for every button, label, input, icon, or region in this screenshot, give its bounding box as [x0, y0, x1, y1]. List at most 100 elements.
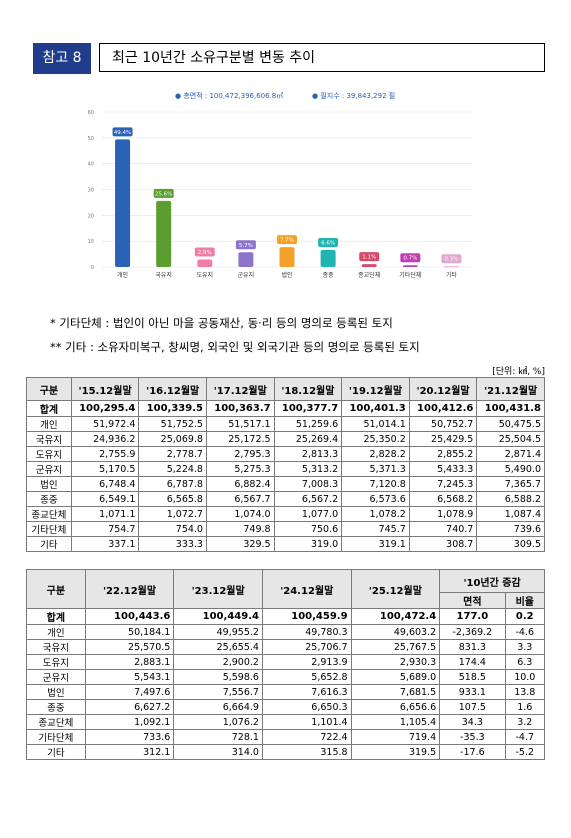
- table-row: 종교단체 1,092.1 1,076.2 1,101.4 1,105.4 34.3 3.2: [26, 714, 546, 730]
- ownership-table-2015-2021: 구분 '15.12월말 '16.12월말 '17.12월말 '18.12월말 '19.12…: [26, 377, 545, 552]
- cell-value: 7,008.3: [273, 476, 343, 492]
- row-label: 도유지: [26, 654, 86, 670]
- cell-value: 100,459.9: [261, 608, 352, 625]
- header-ratio: 비율: [504, 592, 546, 609]
- cell-value: 25,767.5: [350, 639, 441, 655]
- y-tick-label: 60: [88, 110, 94, 116]
- cell-value: 25,655.4: [173, 639, 263, 655]
- cell-value: 518.5: [439, 669, 506, 685]
- table-row: 도유지 2,755.9 2,778.7 2,795.3 2,813.3 2,828.2 2,…: [26, 446, 545, 462]
- cell-value: 51,259.6: [273, 416, 343, 432]
- row-label: 기타단체: [26, 729, 86, 745]
- cell-value: 5,371.3: [341, 461, 410, 477]
- cell-value: 319.1: [341, 536, 410, 552]
- category-label: 법인: [281, 271, 292, 279]
- bar-value-label: 49.4%: [114, 130, 131, 136]
- row-label: 법인: [26, 476, 72, 492]
- bar-label-box: [359, 252, 380, 262]
- cell-value: 2,871.4: [476, 446, 545, 462]
- cell-value: 0.2: [504, 608, 546, 625]
- section-title: 최근 10년간 소유구분별 변동 추이: [99, 43, 545, 72]
- row-label: 기타: [26, 536, 72, 552]
- bar-7: [361, 264, 377, 267]
- cell-value: 51,014.1: [341, 416, 410, 432]
- category-label: 군유지: [238, 271, 255, 279]
- cell-value: 2,913.9: [261, 654, 352, 670]
- bar-8: [402, 265, 418, 267]
- legend-total-area: ● 총면적 : 100,472,396,606.8㎡: [175, 91, 283, 100]
- cell-value: 5,598.6: [173, 669, 263, 685]
- header-category: 구분: [26, 377, 72, 401]
- cell-value: 6,656.6: [350, 699, 441, 715]
- bar-4: [238, 252, 254, 267]
- y-tick-label: 20: [88, 213, 94, 219]
- cell-value: 739.6: [476, 521, 545, 537]
- cell-value: 3.2: [504, 714, 546, 730]
- cell-value: 308.7: [408, 536, 478, 552]
- header-year: '16.12월말: [138, 377, 207, 401]
- cell-value: 314.0: [173, 744, 263, 760]
- cell-value: 329.5: [205, 536, 275, 552]
- table-row: 개인 50,184.1 49,955.2 49,780.3 49,603.2 -2,369…: [26, 624, 546, 640]
- cell-value: 50,752.7: [408, 416, 478, 432]
- table-row: 군유지 5,170.5 5,224.8 5,275.3 5,313.2 5,371.3 5,…: [26, 461, 545, 477]
- cell-value: 7,681.5: [350, 684, 441, 700]
- cell-value: 25,269.4: [273, 431, 343, 447]
- cell-value: 100,443.6: [84, 608, 175, 625]
- cell-value: 6,748.4: [70, 476, 140, 492]
- cell-value: 100,472.4: [350, 608, 441, 625]
- table-row: 종교단체 1,071.1 1,072.7 1,074.0 1,077.0 1,078.2 1…: [26, 506, 545, 522]
- cell-value: 1,072.7: [138, 506, 207, 522]
- cell-value: 5,275.3: [205, 461, 275, 477]
- row-label: 법인: [26, 684, 86, 700]
- cell-value: 100,295.4: [70, 400, 140, 417]
- cell-value: 7,120.8: [341, 476, 410, 492]
- header-year: '19.12월말: [341, 377, 410, 401]
- cell-value: 2,813.3: [273, 446, 343, 462]
- cell-value: 2,778.7: [138, 446, 207, 462]
- table-row: 기타 337.1 333.3 329.5 319.0 319.1 308.7 309.5: [26, 536, 545, 552]
- cell-value: 2,855.2: [408, 446, 478, 462]
- row-label: 국유지: [26, 431, 72, 447]
- y-tick-label: 10: [88, 239, 94, 245]
- table-row: 군유지 5,543.1 5,598.6 5,652.8 5,689.0 518.5 10.0: [26, 669, 546, 685]
- cell-value: 5,543.1: [84, 669, 175, 685]
- cell-value: 933.1: [439, 684, 506, 700]
- cell-value: 51,972.4: [70, 416, 140, 432]
- cell-value: 2,900.2: [173, 654, 263, 670]
- chart-svg: ● 총면적 : 100,472,396,606.8㎡ ● 필지수 : 39,843…: [88, 91, 472, 279]
- cell-value: 100,363.7: [205, 400, 275, 417]
- bar-label-box: [400, 253, 421, 263]
- bar-label-box: [235, 240, 256, 250]
- category-label: 개인: [117, 271, 128, 279]
- table-row: 기타 312.1 314.0 315.8 319.5 -17.6 -5.2: [26, 744, 546, 760]
- cell-value: 7,365.7: [476, 476, 545, 492]
- y-tick-label: 40: [88, 162, 94, 168]
- cell-value: 745.7: [341, 521, 410, 537]
- unit-label: [단위: ㎢, %]: [492, 367, 545, 377]
- cell-value: 749.8: [205, 521, 275, 537]
- cell-value: 1.6: [504, 699, 546, 715]
- cell-value: 1,092.1: [84, 714, 175, 730]
- cell-value: 6.3: [504, 654, 546, 670]
- header-year: '22.12월말: [84, 569, 175, 609]
- cell-value: 722.4: [261, 729, 352, 745]
- cell-value: 2,883.1: [84, 654, 175, 670]
- row-label: 개인: [26, 624, 86, 640]
- legend-parcels: ● 필지수 : 39,843,292 필: [312, 91, 395, 100]
- cell-value: 754.0: [138, 521, 207, 537]
- cell-value: 107.5: [439, 699, 506, 715]
- row-label: 기타단체: [26, 521, 72, 537]
- table-row: 종중 6,549.1 6,565.8 6,567.7 6,567.2 6,573.6 6,5…: [26, 491, 545, 507]
- bar-6: [320, 249, 336, 267]
- row-label: 합계: [26, 400, 72, 417]
- row-label: 도유지: [26, 446, 72, 462]
- y-tick-label: 50: [88, 136, 94, 142]
- cell-value: -2,369.2: [439, 624, 506, 640]
- cell-value: 6,588.2: [476, 491, 545, 507]
- header-row: 구분 '22.12월말 '23.12월말 '24.12월말 '25.12월말 '10년간 …: [26, 569, 545, 609]
- cell-value: 1,074.0: [205, 506, 275, 522]
- row-label: 종교단체: [26, 714, 86, 730]
- cell-value: 100,431.8: [476, 400, 545, 417]
- cell-value: 5,224.8: [138, 461, 207, 477]
